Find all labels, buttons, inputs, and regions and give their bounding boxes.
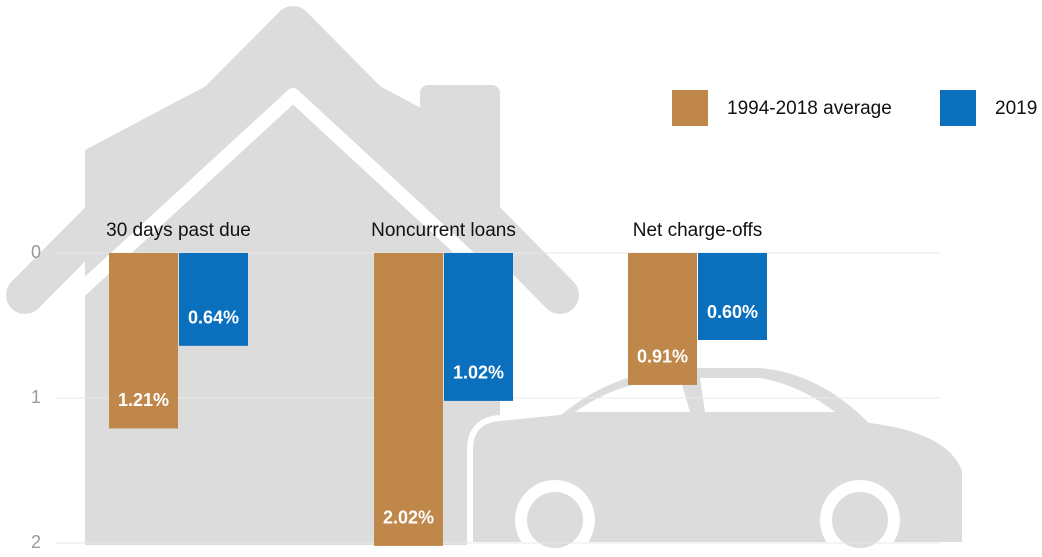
bar — [109, 253, 178, 429]
bar — [444, 253, 513, 401]
legend-label: 2019 — [995, 98, 1037, 119]
data-label: 1.02% — [453, 363, 504, 383]
legend-swatch — [672, 90, 708, 126]
background-illustration — [6, 6, 968, 557]
data-label: 0.64% — [188, 308, 239, 328]
category-label: Noncurrent loans — [371, 220, 516, 241]
legend: 1994-2018 average 2019 — [672, 90, 1037, 126]
y-tick-label: 1 — [31, 387, 41, 407]
legend-swatch — [940, 90, 976, 126]
data-label: 2.02% — [383, 508, 434, 528]
category-label: Net charge-offs — [633, 220, 763, 241]
data-label: 0.60% — [707, 302, 758, 322]
category-label: 30 days past due — [106, 220, 251, 241]
legend-label: 1994-2018 average — [727, 98, 892, 119]
bar — [628, 253, 697, 385]
bar — [374, 253, 443, 546]
data-label: 1.21% — [118, 390, 169, 410]
y-tick-label: 0 — [31, 242, 41, 262]
y-tick-label: 2 — [31, 532, 41, 552]
data-label: 0.91% — [637, 347, 688, 367]
bar — [179, 253, 248, 346]
bar — [698, 253, 767, 340]
